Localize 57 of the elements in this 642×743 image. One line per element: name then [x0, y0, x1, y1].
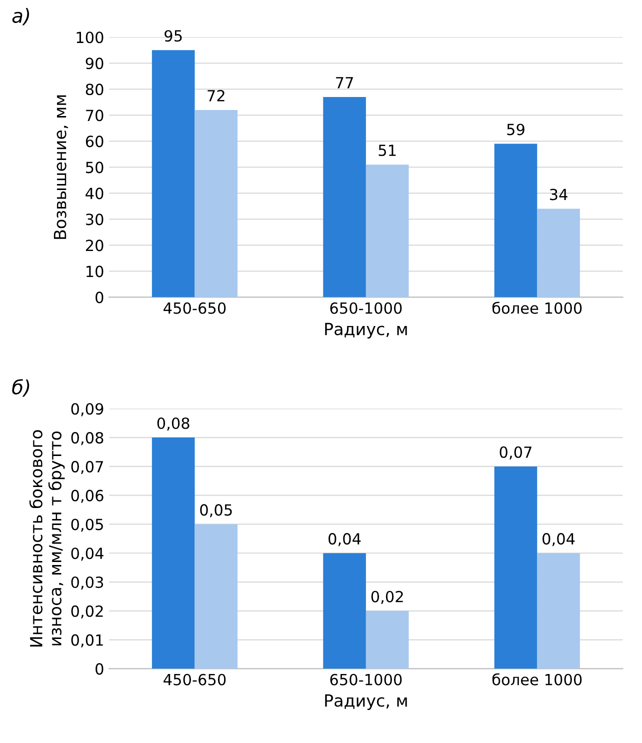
chart-title: а): [12, 8, 30, 26]
data-label: 51: [378, 144, 396, 156]
bar: [366, 164, 409, 298]
y-tick-label: 0,04: [71, 548, 104, 561]
y-axis-title: Возвышение, мм: [54, 95, 68, 239]
bar: [366, 610, 409, 669]
data-label: 0,02: [371, 590, 403, 604]
y-tick-label: 90: [86, 58, 104, 70]
y-axis-title: Интенсивность бокового износа, мм/млн т брутто: [29, 430, 65, 646]
y-tick-label: 0: [96, 663, 104, 675]
x-tick-label: более 1000: [492, 673, 582, 686]
bar: [323, 553, 366, 669]
y-tick-label: 50: [86, 162, 104, 174]
bar: [152, 438, 195, 669]
data-label: 34: [550, 188, 568, 200]
x-tick-label: 650-1000: [330, 674, 402, 686]
bar: [194, 110, 238, 298]
bar: [494, 144, 538, 298]
y-tick-label: 20: [86, 240, 104, 252]
y-tick-label: 80: [86, 84, 104, 96]
bar: [494, 466, 538, 669]
x-axis-title: Радиус, м: [325, 322, 407, 339]
chart-title: б): [12, 379, 30, 397]
data-label: 0,05: [200, 504, 232, 518]
data-label: 77: [336, 77, 353, 88]
bar: [537, 553, 580, 669]
data-label: 59: [507, 124, 524, 136]
bar: [537, 208, 580, 298]
data-label: 72: [208, 90, 224, 102]
x-axis-title: Радиус, м: [325, 694, 407, 710]
data-label: 95: [164, 30, 182, 42]
bar: [194, 524, 238, 669]
y-tick-label: 0,03: [71, 576, 104, 590]
y-tick-label: 30: [86, 214, 104, 226]
y-tick-label: 0,06: [71, 490, 104, 503]
y-tick-label: 0,01: [71, 634, 103, 648]
data-label: 0,08: [157, 417, 190, 431]
y-tick-label: 60: [86, 136, 104, 148]
y-tick-label: 0,08: [71, 432, 104, 446]
bar: [323, 96, 366, 298]
bar: [152, 50, 195, 298]
x-tick-label: более 1000: [492, 302, 582, 314]
y-tick-label: 0: [96, 292, 104, 304]
y-tick-label: 0,02: [71, 605, 103, 618]
y-tick-label: 0,07: [71, 460, 103, 474]
y-tick-label: 70: [86, 110, 104, 122]
data-label: 0,04: [542, 533, 575, 546]
y-tick-label: 40: [86, 188, 104, 200]
y-tick-label: 10: [86, 266, 104, 278]
y-tick-label: 0,05: [71, 518, 103, 532]
y-tick-label: 0,09: [71, 403, 104, 416]
x-tick-label: 650-1000: [330, 302, 402, 314]
data-label: 0,04: [328, 533, 361, 546]
x-tick-label: 450-650: [164, 674, 226, 686]
y-tick-label: 100: [76, 32, 104, 44]
data-label: 0,07: [500, 446, 532, 460]
x-tick-label: 450-650: [164, 302, 226, 314]
